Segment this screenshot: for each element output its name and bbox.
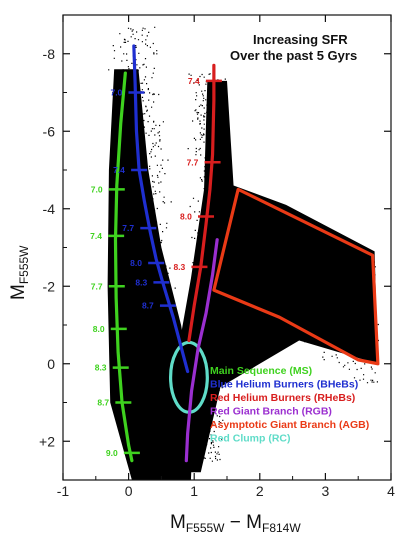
bheb-track-age-label-3: 8.0 [130, 258, 142, 268]
y-tick-label-3: -2 [43, 278, 56, 294]
y-axis-label-sub: F555W [17, 245, 31, 284]
x-tick-label-5: 4 [387, 483, 395, 499]
annotation-line-1: Increasing SFR [253, 32, 348, 47]
x-tick-label-2: 1 [190, 483, 198, 499]
axis-ticks: -1 0 1 2 3 4 -8 -6 -4 -2 0 +2 [39, 14, 395, 499]
y-tick-label-2: -4 [43, 201, 56, 217]
y-tick-label-1: -6 [43, 123, 56, 139]
y-tick-label-4: 0 [47, 356, 55, 372]
legend-entry-0: Main Sequence (MS) [210, 365, 312, 377]
legend-entry-5: Red Clump (RC) [210, 433, 291, 445]
rheb-track-age-label-0: 7.4 [188, 76, 200, 86]
x-axis-label-sub1: F555W [186, 521, 225, 535]
x-axis-label-main: M [170, 512, 186, 533]
ms-track-age-label-2: 7.7 [91, 281, 103, 291]
bheb-track-age-label-1: 7.4 [113, 165, 125, 175]
legend-entry-1: Blue Helium Burners (BHeBs) [210, 379, 358, 391]
ms-track-age-label-0: 7.0 [91, 184, 103, 194]
rgb-cloud [175, 80, 378, 473]
ms-track-age-label-1: 7.4 [90, 231, 102, 241]
ms-track-age-label-4: 8.3 [95, 363, 107, 373]
y-axis-label: MF555W [8, 245, 31, 300]
bheb-track-age-label-4: 8.3 [135, 277, 147, 287]
legend: Main Sequence (MS) Blue Helium Burners (B… [210, 365, 369, 445]
rheb-track-age-label-2: 8.0 [180, 212, 192, 222]
x-tick-label-4: 3 [322, 483, 330, 499]
x-tick-label-1: 0 [125, 483, 133, 499]
legend-entry-4: Asymptotic Giant Branch (AGB) [210, 419, 369, 431]
annotation-line-2: Over the past 5 Gyrs [230, 48, 357, 63]
ms-track [113, 71, 134, 463]
chart-series: 7.0 7.4 7.7 8.0 8.3 8.7 9.0 7.0 7.4 7.7 8.0 8.3 8.7 7… [90, 44, 222, 463]
x-tick-label-0: -1 [57, 483, 70, 499]
x-axis-label: MF555W − MF814W [170, 512, 301, 535]
rgb-track [184, 238, 219, 463]
x-axis-label-sub2: F814W [262, 521, 301, 535]
ms-track-age-label-6: 9.0 [106, 448, 118, 458]
y-tick-label-5: +2 [39, 433, 55, 449]
agb-region [212, 187, 380, 366]
bheb-track-age-label-2: 7.7 [122, 223, 134, 233]
y-tick-label-0: -8 [43, 46, 56, 62]
ms-track-age-label-5: 8.7 [97, 398, 109, 408]
y-axis-label-main: M [8, 284, 29, 300]
rheb-track [187, 63, 216, 343]
legend-entry-3: Red Giant Branch (RGB) [210, 406, 332, 418]
rheb-track-age-label-3: 8.3 [173, 262, 185, 272]
x-axis-label-dash: − M [225, 512, 262, 533]
rheb-track-age-label-1: 7.7 [187, 157, 199, 167]
bheb-track-age-label-5: 8.7 [142, 301, 154, 311]
data-cloud [107, 26, 379, 480]
x-tick-label-3: 2 [256, 483, 264, 499]
bheb-track [132, 44, 190, 374]
legend-entry-2: Red Helium Burners (RHeBs) [210, 392, 355, 404]
ms-cloud [107, 69, 195, 480]
bheb-track-age-label-0: 7.0 [110, 88, 122, 98]
ms-track-age-label-3: 8.0 [93, 324, 105, 334]
